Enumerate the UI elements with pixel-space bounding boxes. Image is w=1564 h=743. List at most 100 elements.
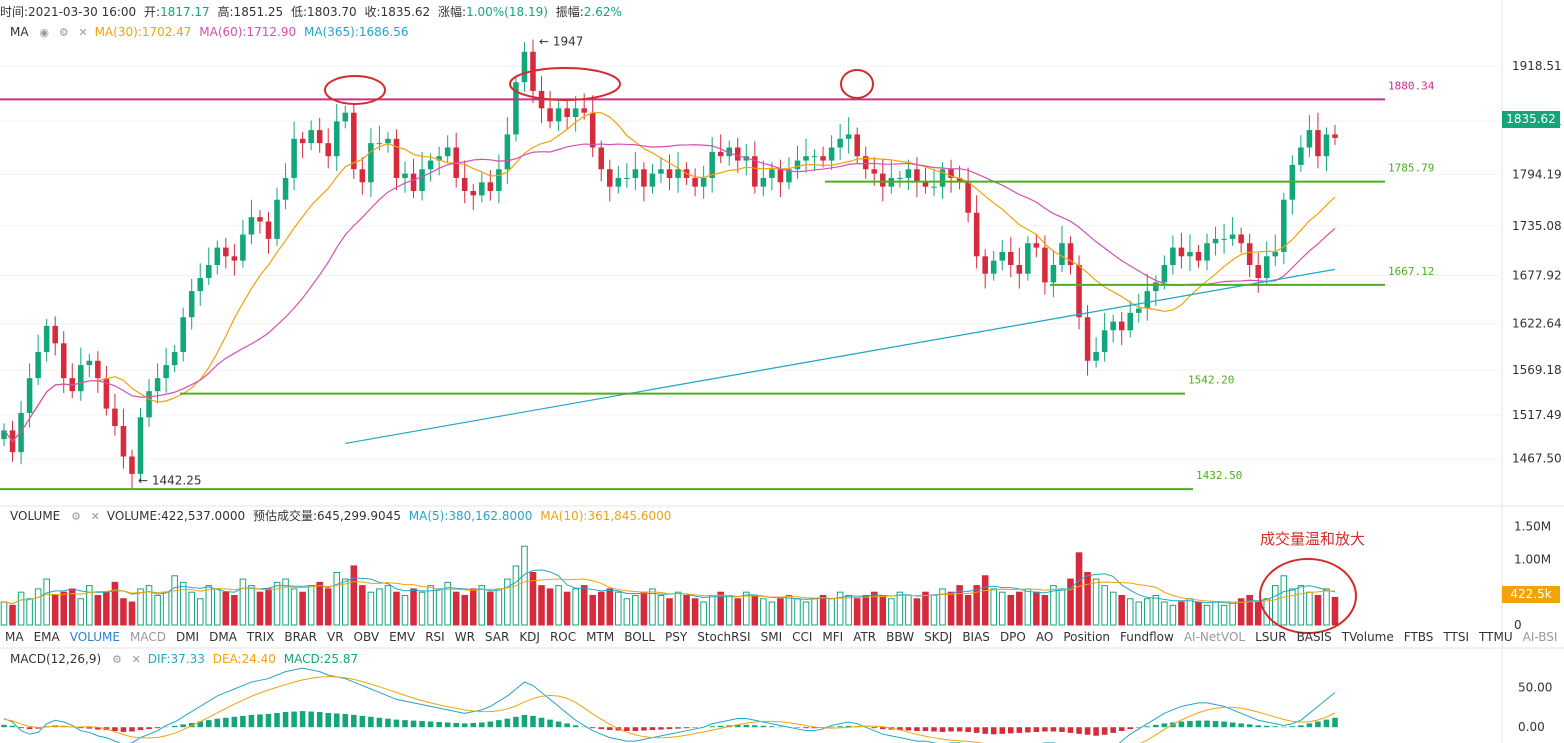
volume-bar <box>700 601 707 626</box>
gear-icon[interactable]: ⚙ <box>71 510 81 523</box>
candle-body <box>1332 134 1338 138</box>
candle-body <box>1093 352 1099 361</box>
macd-bar <box>547 719 553 728</box>
tab-ai-bsi[interactable]: AI-BSI <box>1522 630 1558 644</box>
tab-obv[interactable]: OBV <box>353 630 380 644</box>
tab-bias[interactable]: BIAS <box>962 630 990 644</box>
tab-brar[interactable]: BRAR <box>284 630 317 644</box>
tab-roc[interactable]: ROC <box>549 630 577 644</box>
tab-ai-netvol[interactable]: AI-NetVOL <box>1183 630 1246 644</box>
tab-dma[interactable]: DMA <box>209 630 237 644</box>
tab-stochrsi[interactable]: StochRSI <box>697 630 751 644</box>
tab-trix[interactable]: TRIX <box>246 630 275 644</box>
volume-bar <box>51 594 59 626</box>
volume-bar <box>26 598 33 626</box>
macd-bar <box>1263 725 1270 728</box>
volume-bar <box>572 588 579 626</box>
tab-ma[interactable]: MA <box>5 630 24 644</box>
candle-body <box>1016 265 1023 274</box>
volume-bar <box>606 588 614 626</box>
candle-body <box>376 143 383 145</box>
tab-volume[interactable]: VOLUME <box>69 630 120 644</box>
macd-bar <box>598 727 605 730</box>
macd-bar <box>120 727 127 732</box>
tab-psy[interactable]: PSY <box>665 630 688 644</box>
candle-body <box>385 138 391 144</box>
macd-bar <box>572 725 579 728</box>
tab-kdj[interactable]: KDJ <box>519 630 540 644</box>
close-icon[interactable]: ✕ <box>90 510 100 523</box>
volume-bar <box>1126 598 1134 626</box>
tab-skdj[interactable]: SKDJ <box>924 630 953 644</box>
candle-body <box>1170 247 1176 265</box>
gear-icon[interactable]: ⚙ <box>58 26 69 39</box>
tab-dmi[interactable]: DMI <box>175 630 200 644</box>
candle-body <box>854 134 860 157</box>
macd-bar <box>359 715 366 728</box>
tab-sar[interactable]: SAR <box>484 630 510 644</box>
candle-body <box>496 169 502 192</box>
tab-mfi[interactable]: MFI <box>822 630 844 644</box>
eye-icon[interactable]: ◉ <box>39 26 49 39</box>
tab-boll[interactable]: BOLL <box>624 630 656 644</box>
tab-ttmu[interactable]: TTMU <box>1479 630 1513 644</box>
candle-body <box>461 177 468 192</box>
volume-bar <box>504 578 511 626</box>
tab-basis[interactable]: BASIS <box>1296 630 1332 644</box>
volume-bar <box>666 598 673 626</box>
tab-vr[interactable]: VR <box>326 630 344 644</box>
volume-bar <box>683 594 690 626</box>
tab-tvolume[interactable]: TVolume <box>1341 630 1394 644</box>
tab-smi[interactable]: SMI <box>760 630 783 644</box>
volume-bar <box>0 601 8 626</box>
tab-ao[interactable]: AO <box>1035 630 1054 644</box>
gear-icon[interactable]: ⚙ <box>111 653 122 666</box>
tab-macd[interactable]: MACD <box>129 630 166 644</box>
tab-lsur[interactable]: LSUR <box>1255 630 1287 644</box>
tab-emv[interactable]: EMV <box>389 630 416 644</box>
tab-dpo[interactable]: DPO <box>999 630 1026 644</box>
close-icon[interactable]: ✕ <box>131 653 141 666</box>
tab-atr[interactable]: ATR <box>853 630 877 644</box>
tab-ema[interactable]: EMA <box>33 630 60 644</box>
macd-bar <box>632 727 639 731</box>
tab-position[interactable]: Position <box>1063 630 1111 644</box>
candle-body <box>1042 247 1048 283</box>
candle-body <box>43 325 50 353</box>
tab-wr[interactable]: WR <box>454 630 475 644</box>
tab-cci[interactable]: CCI <box>792 630 813 644</box>
tab-fundflow[interactable]: Fundflow <box>1120 630 1174 644</box>
candle-body <box>171 352 178 366</box>
volume-bar <box>1289 588 1296 626</box>
tab-ftbs[interactable]: FTBS <box>1403 630 1434 644</box>
candle-body <box>129 456 135 474</box>
macd-bar <box>1323 719 1330 728</box>
candle-body <box>26 378 33 413</box>
macd-bar <box>649 727 656 731</box>
candle-body <box>137 417 144 474</box>
volume-bar <box>273 581 281 626</box>
tab-mtm[interactable]: MTM <box>586 630 615 644</box>
volume-bar <box>811 598 818 626</box>
macd-bar <box>743 724 750 728</box>
macd-bar <box>1042 727 1048 732</box>
macd-bar <box>1101 727 1108 735</box>
volume-bar <box>256 591 264 626</box>
candle-body <box>86 360 93 366</box>
close-icon[interactable]: ✕ <box>78 26 88 39</box>
tab-bbw[interactable]: BBW <box>886 630 915 644</box>
volume-bar <box>333 572 341 626</box>
macd-bar <box>274 713 280 728</box>
macd-bar <box>999 727 1006 734</box>
level-label: 1667.12 <box>1388 265 1434 278</box>
candle-body <box>615 177 622 187</box>
candle-body <box>282 177 289 200</box>
tab-rsi[interactable]: RSI <box>425 630 445 644</box>
tab-ttsi[interactable]: TTSI <box>1443 630 1470 644</box>
volume-bar <box>231 594 238 626</box>
macd-bar <box>675 727 681 729</box>
volume-bar <box>1067 578 1074 626</box>
candle-body <box>666 169 673 178</box>
candle-body <box>188 291 195 318</box>
